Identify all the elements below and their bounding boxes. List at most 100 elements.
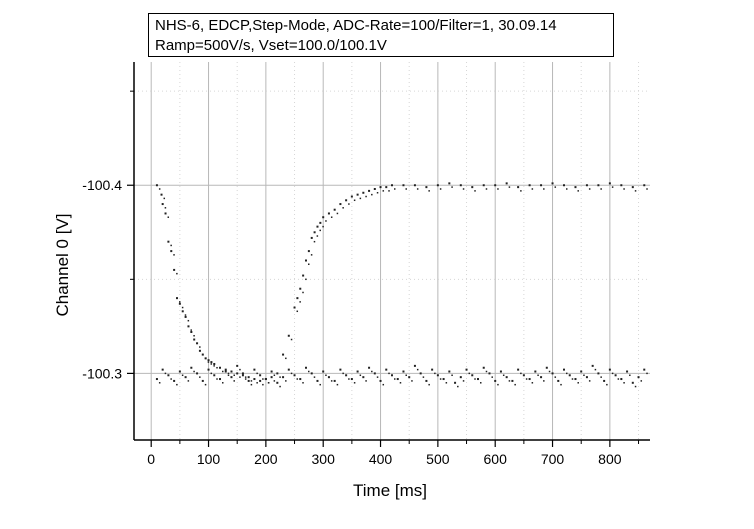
data-point (176, 272, 178, 275)
data-point (482, 366, 485, 369)
data-point (623, 382, 625, 384)
data-point (161, 203, 164, 206)
data-point (416, 188, 419, 190)
data-point (425, 186, 428, 189)
data-point (256, 372, 258, 375)
data-point (413, 184, 416, 187)
data-point (585, 376, 588, 379)
data-point (540, 376, 543, 379)
data-point (499, 370, 502, 373)
data-point (591, 364, 594, 367)
data-point (181, 374, 184, 377)
data-point (577, 190, 579, 192)
data-point (373, 372, 376, 375)
data-point (173, 254, 175, 256)
data-point (608, 182, 611, 185)
data-point (307, 250, 310, 253)
data-point (348, 378, 350, 380)
data-point (528, 378, 531, 381)
data-point (184, 314, 187, 316)
data-point (568, 374, 571, 377)
data-point (368, 366, 371, 369)
data-point (336, 212, 339, 215)
data-point (164, 207, 167, 209)
data-point (319, 229, 321, 232)
data-point (333, 379, 336, 382)
data-point (508, 380, 511, 382)
data-point (634, 190, 637, 192)
data-point (525, 378, 528, 380)
data-point (459, 376, 462, 379)
data-point (176, 297, 178, 300)
x-tick-label: 400 (369, 451, 393, 467)
data-point (279, 385, 281, 388)
data-point (210, 363, 213, 365)
data-point (170, 378, 172, 380)
data-point (250, 380, 253, 382)
data-points (155, 182, 648, 388)
data-point (439, 378, 442, 380)
chart-title-line-1: NHS-6, EDCP,Step-Mode, ADC-Rate=100/Filt… (155, 17, 557, 34)
data-point (580, 370, 583, 373)
data-point (448, 182, 451, 185)
data-point (600, 188, 602, 190)
data-point (230, 370, 233, 373)
data-point (296, 310, 299, 313)
data-point (434, 372, 436, 375)
data-point (494, 379, 497, 382)
data-point (373, 188, 376, 191)
data-point (201, 379, 204, 382)
data-point (646, 372, 648, 375)
data-point (502, 374, 505, 377)
data-point (322, 225, 324, 228)
data-point (497, 188, 499, 190)
data-point (327, 376, 330, 379)
data-point (345, 199, 348, 202)
data-point (471, 374, 474, 377)
data-point (230, 376, 233, 379)
data-point (408, 376, 411, 379)
data-point (193, 370, 195, 373)
data-point (379, 379, 382, 382)
tick-labels: 0 100 200 300 400 500 600 700 800 -100.4 -100.3 (82, 177, 621, 467)
data-point (356, 370, 359, 373)
data-point (327, 212, 330, 215)
y-tick-label: -100.3 (82, 365, 122, 381)
data-point (471, 186, 474, 189)
data-point (520, 372, 522, 375)
data-point (259, 374, 262, 377)
data-point (213, 374, 216, 377)
data-point (491, 376, 493, 378)
data-point (545, 366, 548, 369)
data-point (505, 182, 508, 185)
x-axis-label: Time [ms] (353, 481, 427, 500)
data-point (436, 184, 439, 187)
data-point (204, 383, 207, 386)
data-point (637, 376, 640, 379)
data-point (167, 240, 170, 243)
data-point (557, 379, 560, 382)
data-point (219, 378, 221, 381)
data-point (187, 380, 190, 382)
y-tick-label: -100.4 (82, 177, 122, 193)
data-point (187, 325, 190, 328)
data-point (219, 366, 221, 369)
data-point (190, 366, 193, 369)
data-point (422, 376, 425, 378)
data-point (222, 370, 224, 373)
data-point (611, 372, 614, 375)
data-point (368, 189, 371, 192)
data-point (517, 186, 520, 189)
data-point (273, 380, 276, 382)
x-tick-label: 800 (598, 451, 622, 467)
data-point (365, 195, 367, 198)
data-point (534, 370, 537, 373)
data-point (457, 385, 459, 388)
data-point (617, 378, 620, 380)
data-point (520, 190, 522, 192)
x-tick-label: 0 (147, 451, 155, 467)
data-point (330, 216, 333, 218)
data-point (333, 208, 336, 211)
data-point (560, 383, 562, 386)
